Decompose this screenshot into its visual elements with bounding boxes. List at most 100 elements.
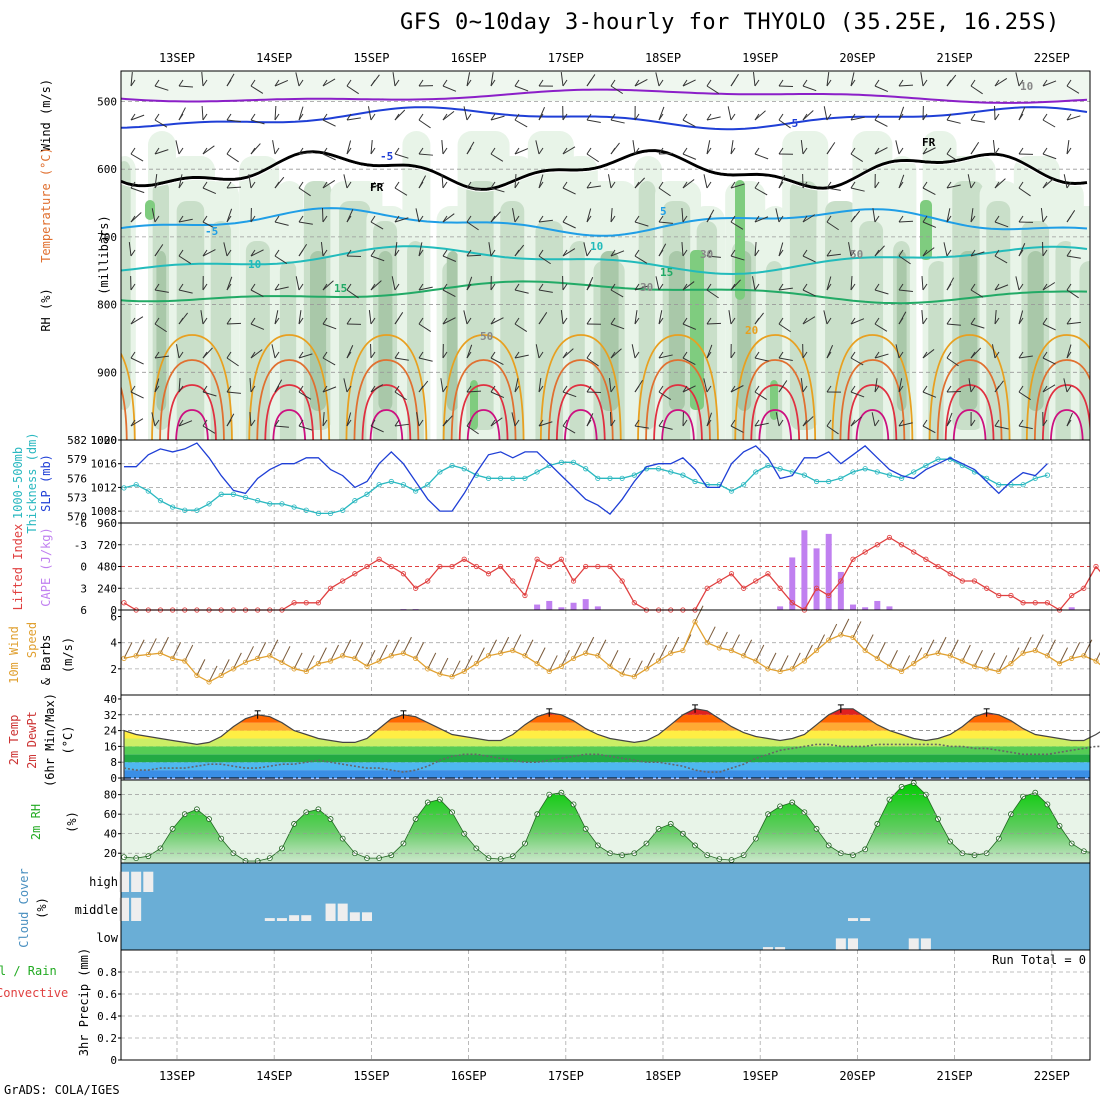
wind-barb-flag bbox=[946, 351, 952, 359]
wind-barb-flag bbox=[898, 113, 904, 121]
wind-barb bbox=[151, 412, 156, 427]
wind-barb bbox=[754, 357, 769, 362]
wind10m-barb bbox=[439, 657, 449, 675]
wind-barb bbox=[706, 140, 711, 155]
contour-temp-15 bbox=[121, 280, 1088, 305]
wind-barb-flag bbox=[850, 215, 856, 223]
wind-barb bbox=[946, 208, 951, 223]
cape-bar bbox=[789, 557, 796, 610]
cape-bar bbox=[850, 604, 856, 610]
wind-barb bbox=[298, 353, 313, 359]
wind-barb bbox=[394, 187, 408, 196]
wind-barb-flag bbox=[754, 79, 760, 87]
contour-label: 30 bbox=[640, 281, 653, 294]
wind-barb-flag bbox=[946, 113, 952, 121]
wind-barb-flag bbox=[898, 249, 904, 257]
wind-barb bbox=[154, 289, 169, 293]
wind-barb bbox=[295, 276, 300, 291]
wind-barb bbox=[1015, 276, 1020, 291]
wind-barb-flag bbox=[970, 351, 976, 359]
contour-bl-temp bbox=[847, 384, 898, 440]
cape-tick: 0 bbox=[110, 604, 117, 617]
wind-barb-flag bbox=[634, 79, 640, 87]
wind-barb-flag bbox=[994, 181, 1000, 189]
wind-barb-flag bbox=[442, 113, 448, 121]
thickness-series-point bbox=[364, 491, 370, 497]
lifted-index-series-point bbox=[498, 563, 504, 570]
wind-barb-flag bbox=[922, 351, 928, 359]
wind-barb bbox=[1018, 355, 1033, 359]
wind-barb-flag bbox=[1018, 351, 1024, 359]
wind-barb-flag bbox=[970, 385, 976, 393]
wind-barb-flag bbox=[1042, 249, 1048, 257]
contour-bl-temp bbox=[450, 359, 517, 440]
wind-barb bbox=[634, 285, 649, 291]
contour-label: 15 bbox=[660, 266, 673, 279]
wind-barb bbox=[272, 140, 276, 155]
wind10m-barb bbox=[536, 647, 546, 664]
wind-barb-flag bbox=[1042, 385, 1048, 393]
wind-barb bbox=[970, 251, 985, 257]
wind-barb-flag bbox=[226, 419, 232, 427]
wind-barb-flag bbox=[178, 249, 184, 257]
wind-barb-flag bbox=[274, 283, 280, 291]
wind-barb-flag bbox=[970, 181, 976, 189]
wind-tick: 2 bbox=[110, 663, 117, 676]
precip-label-conv: Convective bbox=[0, 986, 68, 1000]
wind-barb-flag bbox=[250, 113, 256, 121]
wind-barb-flag bbox=[754, 351, 760, 359]
wind-barb-flag bbox=[202, 147, 208, 155]
wind-barb bbox=[322, 280, 334, 291]
wind-barb-flag bbox=[370, 385, 376, 393]
wind10m-barb bbox=[415, 642, 425, 659]
wind-barb-flag bbox=[970, 79, 976, 87]
wind-barb-flag bbox=[802, 79, 808, 87]
wind-barb bbox=[514, 148, 529, 155]
wind-barb bbox=[895, 344, 900, 359]
wind-barb bbox=[922, 247, 935, 257]
wind-barb-flag bbox=[1018, 147, 1024, 155]
wind-barb-flag bbox=[850, 181, 856, 189]
wind-barb-flag bbox=[154, 317, 160, 325]
rh-tick: 80 bbox=[104, 789, 117, 802]
contour-label: 10 bbox=[590, 240, 603, 253]
wind-barb bbox=[1018, 425, 1033, 430]
rh-tick: 40 bbox=[104, 828, 117, 841]
wind-barb-flag bbox=[874, 419, 880, 427]
wind-barb bbox=[970, 323, 985, 329]
wind-barb-flag bbox=[994, 79, 1000, 87]
wind-barb-flag bbox=[682, 249, 688, 257]
thickness-series-group bbox=[121, 456, 1051, 517]
rh-shade bbox=[57, 106, 73, 435]
slp-series-line bbox=[124, 442, 1048, 515]
wind-barb bbox=[442, 289, 456, 297]
wind-barb bbox=[202, 391, 217, 397]
wind-barb-flag bbox=[1018, 215, 1024, 223]
wind-barb bbox=[655, 276, 660, 291]
wind-barb bbox=[320, 242, 324, 257]
wind-barb-flag bbox=[1066, 215, 1072, 223]
cloud-bar-low bbox=[775, 947, 786, 950]
wind-barb bbox=[535, 344, 540, 359]
rh-shade bbox=[310, 251, 327, 411]
wind10m-barb bbox=[403, 636, 412, 654]
temp-tick: 24 bbox=[104, 725, 118, 738]
wind-barb-flag bbox=[946, 283, 952, 291]
wind-barb-flag bbox=[562, 249, 568, 257]
wind10m-speed-point bbox=[364, 663, 370, 669]
wind-barb-flag bbox=[178, 181, 184, 189]
wind10m-barb bbox=[937, 636, 947, 654]
lifted-index-series-point bbox=[376, 556, 382, 562]
wind-barb-flag bbox=[394, 249, 400, 257]
cape-tick: 960 bbox=[97, 517, 117, 530]
wind-barb-flag bbox=[490, 113, 496, 121]
wind10m-barb bbox=[901, 655, 911, 672]
rh2m-points bbox=[121, 780, 1087, 863]
wind10m-barb bbox=[633, 660, 643, 677]
cloud-bar-high bbox=[131, 871, 142, 892]
lifted-index-series-point bbox=[510, 578, 516, 584]
li-tick: 3 bbox=[80, 582, 87, 595]
wind10m-speed-point bbox=[522, 653, 528, 659]
wind-barb bbox=[658, 106, 665, 121]
rh-shade bbox=[93, 141, 95, 390]
